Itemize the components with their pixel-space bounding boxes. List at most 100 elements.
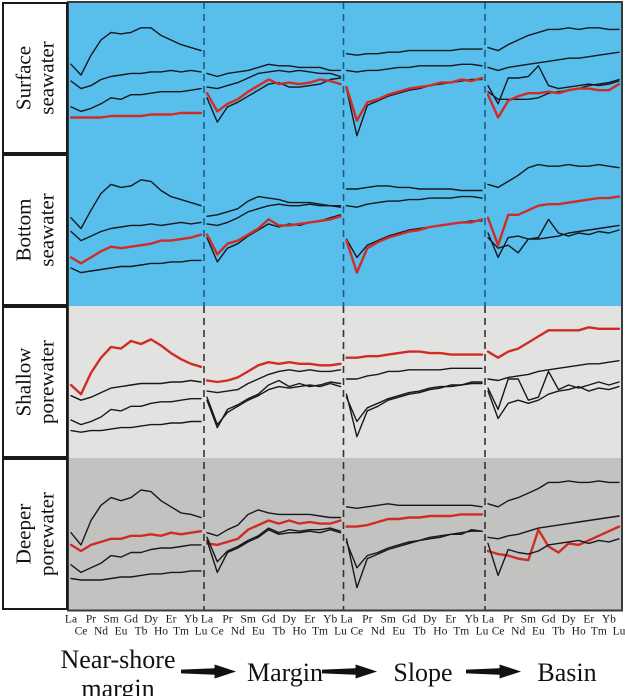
x-tick-label: Lu [476,626,489,638]
x-tick-label: Tm [312,626,328,638]
zone-label-margin: Margin [246,658,324,687]
red-sample-line [345,218,484,274]
red-sample-line [486,195,621,247]
black-sample-line [70,27,202,76]
red-sample-line [69,530,203,553]
zone-label-basin: Basin [537,658,597,687]
x-tick-label: Er [445,614,456,626]
red-sample-line [486,525,621,562]
black-sample-line [70,259,202,274]
row-label-text: seawater [34,41,58,115]
x-tick-label: Er [583,614,594,626]
x-tick-label: Ho [154,626,168,638]
black-sample-line [70,420,202,433]
black-sample-line [487,65,620,105]
right-arrow-icon [322,664,378,679]
x-tick-label: Dy [144,614,158,626]
x-tick-label: Lu [195,626,208,638]
row-band-background [68,2,622,154]
x-tick-label: Nd [511,626,525,638]
x-tick-label: Ho [572,626,586,638]
black-sample-line [345,381,483,438]
black-sample-line [345,48,483,56]
x-tick-label: Ho [292,626,306,638]
plot-border [67,1,623,612]
x-tick-label: Nd [371,626,385,638]
x-tick-label: Tm [591,626,607,638]
black-sample-line [487,163,620,189]
red-sample-line [205,215,342,256]
black-sample-line [206,63,342,78]
black-sample-line [70,221,202,242]
row-band-background [68,458,622,611]
x-tick-label: La [65,614,77,626]
red-sample-line [205,361,342,384]
x-tick-label: Nd [94,626,108,638]
x-tick-label: Yb [323,614,337,626]
x-tick-label: Gd [402,614,416,626]
row-label-surface-seawater: Surface seawater [2,2,68,154]
x-tick-label: Eu [392,626,405,638]
black-sample-line [206,509,342,537]
zone-label-near-shore-margin: Near-shore margin [60,645,176,696]
black-sample-line [70,544,202,574]
black-sample-line [487,51,620,72]
x-tick-label: Ce [75,626,88,638]
x-tick-label: La [482,614,494,626]
row-label-text: Surface [11,45,36,111]
x-tick-label: Er [166,614,177,626]
x-tick-label: Nd [231,626,245,638]
black-sample-line [487,218,620,259]
black-sample-line [487,515,620,540]
x-tick-label: Lu [334,626,347,638]
x-tick-label: Sm [103,614,118,626]
black-sample-line [70,179,202,230]
x-tick-label: Eu [252,626,265,638]
x-tick-label: Tb [413,626,426,638]
x-tick-label: Gd [541,614,555,626]
x-tick-label: Sm [381,614,396,626]
x-tick-label: Gd [262,614,276,626]
right-arrow-icon [466,664,522,679]
x-tick-label: Gd [124,614,138,626]
red-sample-line [486,82,621,119]
row-label-text: Bottom [11,198,36,262]
black-sample-line [487,360,620,382]
black-sample-line [206,203,342,227]
x-tick-label: Ce [351,626,364,638]
x-tick-label: La [340,614,352,626]
black-sample-line [345,185,483,192]
red-sample-line [345,350,484,359]
row-label-shallow-porewater: Shallow porewater [2,306,68,458]
black-sample-line [345,503,483,509]
black-sample-line [345,530,483,569]
x-tick-label: Tb [273,626,286,638]
black-sample-line [487,385,620,420]
black-sample-line [206,77,342,123]
black-sample-line [206,369,342,394]
black-sample-line [487,27,620,52]
red-sample-line [69,233,203,265]
x-tick-label: Tb [552,626,565,638]
x-tick-label: Yb [465,614,479,626]
black-sample-line [70,570,202,581]
row-band-background [68,306,622,458]
black-sample-line [206,527,342,563]
x-tick-label: Ce [211,626,224,638]
x-tick-label: Dy [282,614,296,626]
x-tick-label: Pr [503,614,513,626]
row-label-text: Deeper [11,503,36,565]
red-sample-line [69,111,203,119]
black-sample-line [487,538,620,577]
x-tick-label: Tb [135,626,148,638]
x-tick-label: Lu [613,626,625,638]
x-tick-label: Sm [521,614,536,626]
black-sample-line [70,379,202,401]
x-tick-label: Dy [562,614,576,626]
black-sample-line [206,382,342,426]
x-tick-label: Tm [173,626,189,638]
x-tick-label: Eu [115,626,128,638]
x-tick-label: Er [304,614,315,626]
black-sample-line [345,63,483,73]
